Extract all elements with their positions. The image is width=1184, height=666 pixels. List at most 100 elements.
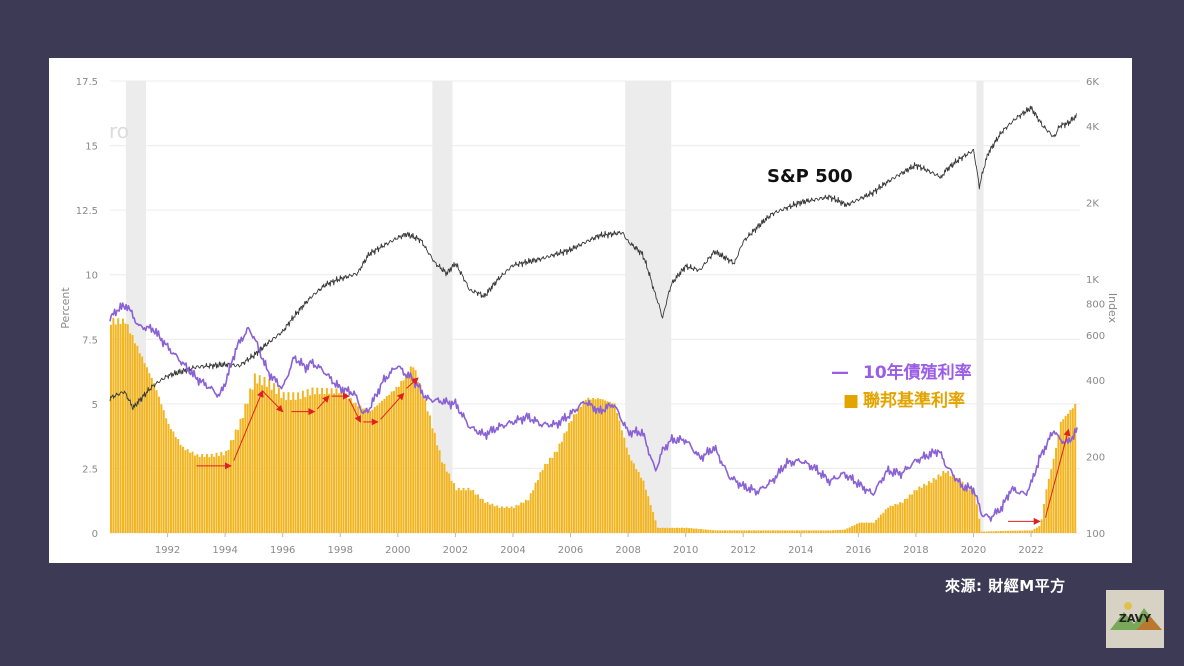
fed-funds-bar [220, 451, 223, 533]
fed-funds-bar [157, 396, 160, 533]
fed-funds-bar [793, 530, 796, 533]
fed-funds-bar [349, 397, 352, 533]
fed-funds-bar [606, 401, 609, 533]
fed-funds-bar [951, 474, 954, 533]
treasury-line [109, 302, 1078, 522]
fed-funds-bar [1043, 503, 1046, 533]
fed-funds-bar [1062, 419, 1065, 533]
fed-funds-bar [534, 482, 537, 533]
fed-funds-bar [316, 387, 319, 533]
fed-funds-bar [335, 388, 338, 533]
fed-funds-bar [745, 530, 748, 533]
fed-funds-bar [630, 460, 633, 533]
fed-funds-bar [364, 408, 367, 533]
fed-funds-bar [587, 397, 590, 533]
fed-funds-bar [268, 378, 271, 533]
fed-funds-bar [652, 511, 655, 533]
fed-funds-bar [851, 526, 854, 533]
fed-funds-bar [716, 530, 719, 533]
lines [109, 105, 1078, 522]
fed-funds-bar [1007, 530, 1010, 533]
fed-funds-bar [884, 509, 887, 533]
fed-funds-bar [388, 394, 391, 533]
fed-funds-bar [357, 406, 360, 533]
fed-funds-bar [222, 455, 225, 533]
fed-funds-bar [1011, 530, 1014, 533]
rate-arrow [380, 392, 405, 420]
fed-funds-bar [402, 380, 405, 533]
fed-funds-bar [455, 490, 458, 533]
fed-funds-bar [611, 403, 614, 533]
right-axis-label: Index [1106, 293, 1119, 324]
fed-funds-bar [1033, 528, 1036, 533]
fed-funds-bar [963, 486, 966, 533]
fed-funds-bar [438, 450, 441, 533]
fed-funds-bar [877, 517, 880, 533]
fed-funds-bar [306, 389, 309, 533]
fed-funds-bar [141, 356, 144, 533]
left-axis-label: Percent [59, 287, 72, 329]
fed-funds-bar [659, 527, 662, 533]
x-tick-label: 1992 [155, 545, 180, 556]
fed-funds-bar [498, 507, 501, 533]
fed-funds-bar [258, 375, 261, 533]
fed-funds-bar [848, 527, 851, 533]
fed-funds-bar [484, 502, 487, 533]
fed-funds-bar [409, 366, 412, 533]
fed-funds-bar [213, 456, 216, 533]
fed-funds-bar [381, 400, 384, 533]
fed-funds-bar [1002, 530, 1005, 533]
left-tick-label: 10 [85, 271, 98, 282]
fed-funds-bar [889, 505, 892, 533]
fed-funds-bar [488, 504, 491, 533]
fed-funds-bar [287, 392, 290, 533]
fed-funds-bar [328, 393, 331, 533]
fed-funds-bar [654, 520, 657, 533]
fed-funds-bar [800, 530, 803, 533]
legend-label-fedfunds: 聯邦基準利率 [863, 390, 965, 411]
fed-funds-bar [726, 530, 729, 533]
fed-funds-bar [712, 530, 715, 533]
fed-funds-bar [256, 383, 259, 533]
fed-funds-bar [133, 343, 136, 533]
sp500-annotation: S&P 500 [767, 166, 853, 187]
fed-funds-bar [728, 530, 731, 533]
fed-funds-bar [589, 399, 592, 533]
fed-funds-bar [1059, 421, 1062, 533]
fed-funds-bar [227, 449, 230, 533]
fed-funds-bar [752, 530, 755, 533]
fed-funds-bar [779, 530, 782, 533]
fed-funds-bar [565, 431, 568, 533]
fed-funds-bar [724, 530, 727, 533]
fed-funds-bar [582, 400, 585, 533]
fed-funds-bar [472, 490, 475, 533]
fed-funds-bar [304, 397, 307, 533]
fed-funds-bar [680, 527, 683, 533]
fed-funds-bar [817, 530, 820, 533]
fed-funds-bar [704, 529, 707, 533]
fed-funds-bar [366, 410, 369, 533]
fed-funds-bar [644, 489, 647, 533]
fed-funds-bar [896, 504, 899, 533]
fed-funds-bar [666, 527, 669, 533]
fed-funds-bar [417, 382, 419, 533]
fed-funds-bar [973, 492, 976, 533]
fed-funds-bar [551, 457, 554, 533]
fed-funds-bar [594, 399, 597, 533]
fed-funds-bar [1009, 530, 1012, 533]
fed-funds-bar [556, 451, 559, 533]
fed-funds-bar [944, 472, 947, 533]
fed-funds-bar [961, 481, 964, 533]
fed-funds-bar [901, 502, 904, 533]
legend-label-treasury: 10年債殖利率 [863, 362, 972, 383]
fed-funds-bar [784, 530, 786, 533]
fed-funds-bar [860, 522, 863, 533]
fed-funds-bar [510, 506, 513, 533]
fed-funds-bar [342, 395, 345, 533]
fed-funds-bar [570, 420, 573, 533]
fed-funds-bar [553, 451, 556, 533]
fed-funds-bar [613, 403, 616, 533]
fed-funds-bar [692, 528, 695, 533]
fed-funds-bar [702, 529, 705, 533]
fed-funds-bar [395, 386, 398, 533]
